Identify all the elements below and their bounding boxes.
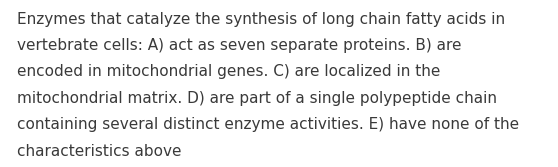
- Text: encoded in mitochondrial genes. C) are localized in the: encoded in mitochondrial genes. C) are l…: [17, 64, 440, 79]
- Text: mitochondrial matrix. D) are part of a single polypeptide chain: mitochondrial matrix. D) are part of a s…: [17, 91, 497, 106]
- Text: Enzymes that catalyze the synthesis of long chain fatty acids in: Enzymes that catalyze the synthesis of l…: [17, 12, 505, 27]
- Text: containing several distinct enzyme activities. E) have none of the: containing several distinct enzyme activ…: [17, 117, 519, 132]
- Text: characteristics above: characteristics above: [17, 144, 181, 159]
- Text: vertebrate cells: A) act as seven separate proteins. B) are: vertebrate cells: A) act as seven separa…: [17, 38, 461, 53]
